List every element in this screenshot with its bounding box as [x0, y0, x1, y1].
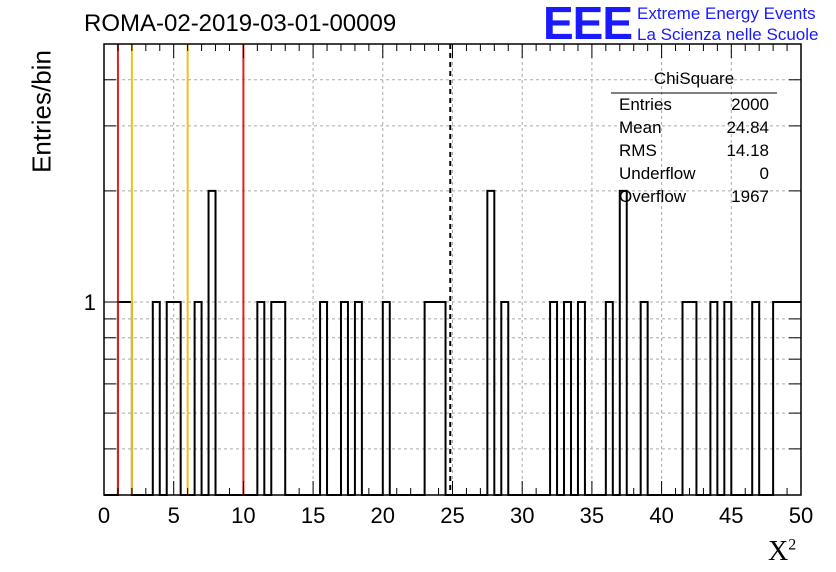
histogram-bar-33 [794, 302, 801, 495]
histogram-bar-22 [606, 302, 613, 495]
stats-value: 24.84 [726, 118, 769, 137]
histogram-bar-12 [355, 302, 362, 495]
histogram-bar-3 [167, 302, 174, 495]
grid-lines [103, 43, 802, 496]
histogram-bar-32 [787, 302, 794, 495]
stats-label: RMS [619, 141, 657, 160]
histogram-bar-28 [724, 302, 731, 495]
stats-box: ChiSquare Entries 2000 Mean 24.84 RMS 14.18 Und… [611, 69, 777, 206]
histogram-bar-10 [320, 302, 327, 495]
y-tick-label: 1 [84, 290, 96, 315]
x-tick-label: 45 [719, 503, 743, 528]
stats-label: Overflow [619, 187, 687, 206]
chart-title: ROMA-02-2019-03-01-00009 [84, 10, 397, 37]
x-tick-label: 15 [301, 503, 325, 528]
histogram-bar-2 [153, 302, 160, 495]
reference-lines [116, 44, 452, 495]
stats-value: 1967 [731, 187, 769, 206]
x-tick-label: 5 [168, 503, 180, 528]
stats-value: 14.18 [726, 141, 769, 160]
stats-label: Underflow [619, 164, 696, 183]
x-tick-label: 35 [580, 503, 604, 528]
axis-ticks: 0 5 10 15 20 25 30 35 40 45 50 1 [84, 43, 813, 528]
histogram-bar-11 [341, 302, 348, 495]
x-axis-label-text: X [768, 536, 789, 567]
histogram-bar-19 [550, 302, 557, 495]
histogram-bar-4 [174, 302, 181, 495]
histogram-bar-30 [773, 302, 780, 495]
histogram-bar-27 [710, 302, 717, 495]
logo-line-1: Extreme Energy Events [637, 4, 816, 23]
x-tick-label: 25 [440, 503, 464, 528]
histogram-bar-9 [278, 302, 285, 495]
x-tick-label: 30 [510, 503, 534, 528]
histogram-bar-24 [641, 302, 648, 495]
histogram-bar-14 [425, 302, 432, 495]
histogram-bar-8 [271, 302, 278, 495]
histogram-bar-15 [432, 302, 439, 495]
x-tick-label: 0 [98, 503, 110, 528]
logo-line-2: La Scienza nelle Scuole [637, 25, 819, 44]
histogram-bar-1 [125, 302, 132, 495]
stats-label: Entries [619, 95, 672, 114]
histogram-bar-5 [195, 302, 202, 495]
eee-logo-mark: EEE [543, 0, 633, 49]
x-tick-label: 50 [789, 503, 813, 528]
x-tick-label: 10 [231, 503, 255, 528]
histogram-bar-26 [689, 302, 696, 495]
histogram-bar-7 [257, 302, 264, 495]
x-tick-label: 20 [371, 503, 395, 528]
histogram-bar-0 [118, 302, 125, 495]
x-tick-label: 40 [649, 503, 673, 528]
stats-value: 0 [760, 164, 769, 183]
histogram-bar-25 [683, 302, 690, 495]
stats-title: ChiSquare [654, 69, 734, 88]
histogram-bar-29 [752, 302, 759, 495]
histogram-bar-21 [578, 302, 585, 495]
histogram-bar-20 [564, 302, 571, 495]
stats-value: 2000 [731, 95, 769, 114]
histogram-bar-31 [780, 302, 787, 495]
histogram-bar-18 [501, 302, 508, 495]
histogram-bar-16 [439, 302, 446, 495]
histogram-bar-13 [383, 302, 390, 495]
x-axis-label: X2 [768, 536, 796, 568]
x-axis-label-superscript: 2 [788, 536, 797, 554]
stats-label: Mean [619, 118, 662, 137]
